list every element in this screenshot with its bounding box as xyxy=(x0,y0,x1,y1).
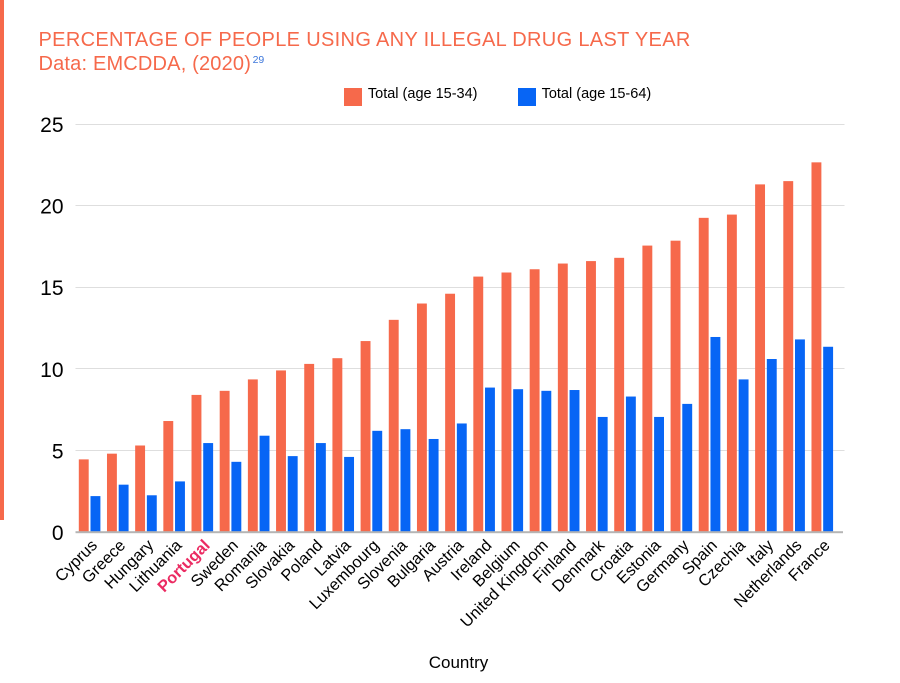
svg-text:0: 0 xyxy=(52,522,64,545)
svg-text:10: 10 xyxy=(40,359,63,382)
svg-text:20: 20 xyxy=(40,196,63,219)
svg-text:25: 25 xyxy=(40,114,63,137)
svg-text:5: 5 xyxy=(52,440,64,463)
svg-text:Country: Country xyxy=(429,653,489,672)
svg-text:15: 15 xyxy=(40,277,63,300)
